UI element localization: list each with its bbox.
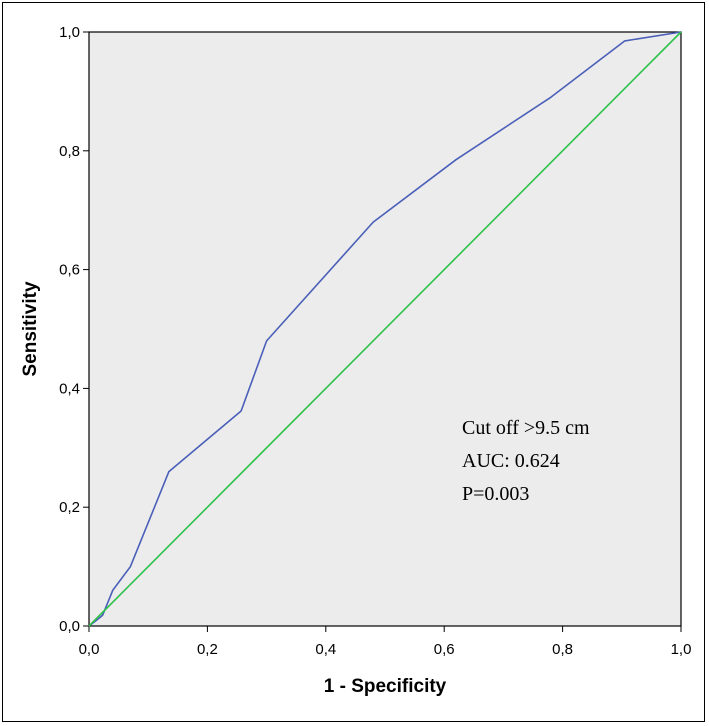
annotation-auc: AUC: 0.624 [462, 450, 560, 472]
x-tick-label: 0,6 [434, 641, 455, 658]
roc-curve-line [88, 31, 682, 627]
x-tick-label: 1,0 [671, 641, 692, 658]
annotation-p-value: P=0.003 [462, 483, 529, 505]
annotation-cutoff: Cut off >9.5 cm [462, 417, 590, 439]
x-tick-label: 0,2 [197, 641, 218, 658]
y-tick-label: 0,2 [59, 499, 80, 516]
y-tick-label: 0,8 [59, 143, 80, 160]
y-tick-label: 0,0 [59, 618, 80, 635]
x-tick-label: 0,8 [552, 641, 573, 658]
y-tick-label: 0,4 [59, 380, 80, 397]
x-tick-label: 0,4 [315, 641, 336, 658]
y-axis-title: Sensitivity [20, 281, 41, 376]
x-axis-title: 1 - Specificity [324, 676, 447, 697]
reference-diagonal-line [88, 31, 682, 627]
y-tick-label: 0,6 [59, 262, 80, 279]
x-tick-label: 0,0 [79, 641, 100, 658]
y-tick-label: 1,0 [59, 24, 80, 41]
